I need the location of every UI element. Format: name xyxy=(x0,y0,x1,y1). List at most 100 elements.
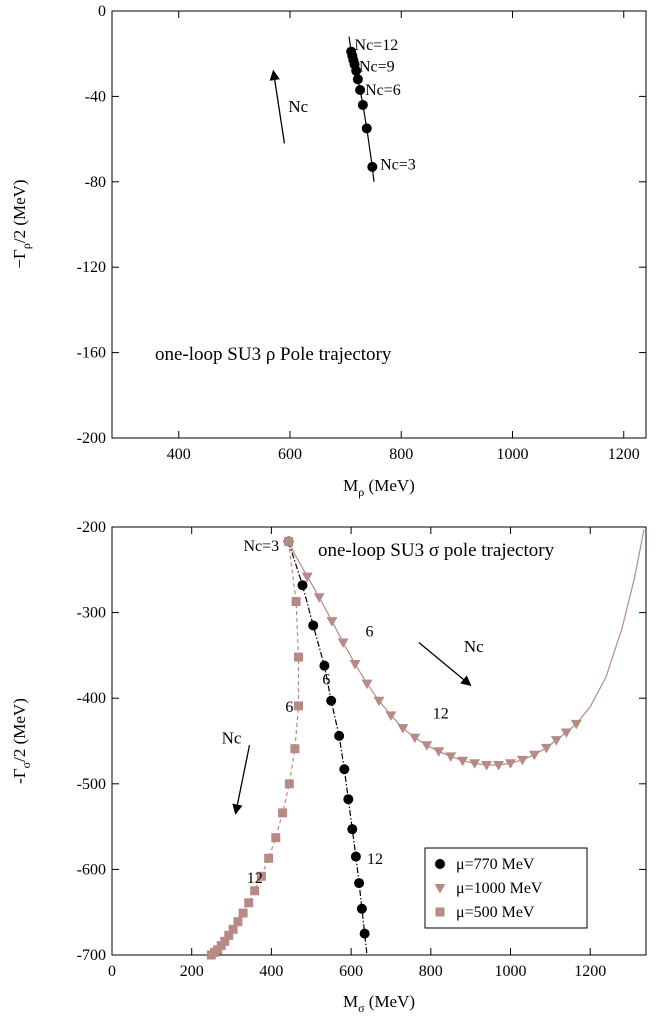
y-tick-label: -600 xyxy=(77,861,106,878)
plot-frame xyxy=(111,526,647,956)
nc-label: 6 xyxy=(285,699,293,716)
data-point xyxy=(347,824,358,835)
legend-label: μ=770 MeV xyxy=(456,856,535,873)
series-points xyxy=(206,536,582,960)
data-point xyxy=(385,711,397,721)
x-axis-label: Mσ (MeV) xyxy=(343,992,415,1015)
data-point xyxy=(409,733,421,744)
data-point xyxy=(570,719,582,730)
data-point xyxy=(361,123,372,134)
data-point xyxy=(343,794,354,805)
data-point xyxy=(238,908,248,918)
nc-label: 12 xyxy=(433,706,449,723)
legend-box xyxy=(424,847,588,929)
plot-frame xyxy=(111,10,647,439)
point-labels: Nc=3 6 6 6 12 12 12 xyxy=(244,538,449,887)
nc-arrow-label: Nc xyxy=(288,97,308,116)
y-tick-label: -80 xyxy=(85,174,106,191)
data-point xyxy=(516,755,528,766)
x-tick-label: 800 xyxy=(419,963,443,980)
nc-arrow xyxy=(418,642,472,687)
nc-arrow-label: Nc xyxy=(464,637,484,656)
x-tick-label: 1000 xyxy=(497,446,529,463)
data-point xyxy=(457,756,469,767)
data-point xyxy=(349,659,361,670)
axis-ticks: 0 200 400 600 800 1000 1200 -200 -300 -400 -500 -60… xyxy=(77,519,646,980)
data-point xyxy=(421,741,433,751)
y-axis-label: -Γσ/2 (MeV) xyxy=(10,698,33,784)
data-point xyxy=(528,750,540,761)
chart-annotation: one-loop SU3 ρ Pole trajectory xyxy=(155,344,392,365)
data-point xyxy=(319,660,330,671)
y-tick-label: -500 xyxy=(77,776,106,793)
nc-label: Nc=3 xyxy=(380,157,416,174)
data-point xyxy=(271,833,281,843)
data-point xyxy=(354,878,365,889)
data-point xyxy=(469,759,481,769)
data-point xyxy=(326,695,337,706)
nc-arrow xyxy=(232,745,251,815)
nc-label: Nc=12 xyxy=(355,37,399,54)
nc-arrow xyxy=(269,69,286,144)
data-point xyxy=(250,886,260,896)
legend-label: μ=500 MeV xyxy=(456,904,535,921)
data-point xyxy=(284,537,294,547)
x-tick-label: 600 xyxy=(278,446,302,463)
nc-arrows: Nc xyxy=(269,69,309,144)
data-point xyxy=(505,759,517,769)
sigma-pole-chart: 0 200 400 600 800 1000 1200 -200 -300 -400 -500 -60… xyxy=(10,519,647,1015)
data-point xyxy=(308,620,319,631)
x-axis-label: Mρ (MeV) xyxy=(343,476,415,499)
data-point xyxy=(373,696,385,707)
nc-label: 6 xyxy=(322,671,330,688)
y-tick-label: -300 xyxy=(77,605,106,622)
x-tick-label: 1200 xyxy=(574,963,606,980)
nc-label: 6 xyxy=(365,623,373,640)
data-point xyxy=(284,779,294,789)
axis-ticks: 400 600 800 1000 1200 0 -40 -80 -120 -160 -200 xyxy=(77,3,646,463)
legend: μ=770 MeV μ=1000 MeV μ=500 MeV xyxy=(424,847,588,929)
legend-marker xyxy=(435,907,445,917)
data-point xyxy=(228,924,238,934)
nc-label: 12 xyxy=(367,851,383,868)
legend-label: μ=1000 MeV xyxy=(456,880,543,897)
data-point xyxy=(350,851,361,862)
y-tick-label: -160 xyxy=(77,345,106,362)
nc-label: Nc=3 xyxy=(244,538,280,555)
data-point xyxy=(334,730,345,741)
data-point xyxy=(294,701,304,711)
y-tick-label: -200 xyxy=(77,430,106,447)
data-point xyxy=(359,928,370,939)
data-point xyxy=(290,744,300,754)
y-tick-label: -400 xyxy=(77,690,106,707)
data-point xyxy=(355,84,366,95)
legend-marker xyxy=(435,859,445,869)
x-tick-label: 1000 xyxy=(495,963,527,980)
data-point xyxy=(361,679,373,690)
data-point xyxy=(356,903,367,914)
y-tick-label: -120 xyxy=(77,259,106,276)
x-tick-label: 400 xyxy=(259,963,283,980)
rho-pole-chart: 400 600 800 1000 1200 0 -40 -80 -120 -160 -200 Nc=… xyxy=(10,3,647,499)
data-point xyxy=(244,898,254,908)
y-tick-label: -700 xyxy=(77,947,106,964)
data-point xyxy=(233,917,243,927)
point-labels: Nc=12 Nc=9 Nc=6 Nc=3 xyxy=(355,37,416,174)
data-point xyxy=(367,161,378,172)
nc-label: Nc=9 xyxy=(359,59,395,76)
data-point xyxy=(550,736,562,746)
x-tick-label: 800 xyxy=(389,446,413,463)
legend-marker xyxy=(434,884,446,894)
data-point xyxy=(206,950,216,960)
data-point xyxy=(301,572,313,583)
data-point xyxy=(397,724,409,734)
data-point xyxy=(481,760,493,771)
data-point xyxy=(433,747,445,757)
data-point xyxy=(313,593,325,603)
data-point xyxy=(326,617,338,627)
data-point xyxy=(346,46,357,57)
x-tick-label: 200 xyxy=(180,963,204,980)
nc-label: Nc=6 xyxy=(365,82,401,99)
data-point xyxy=(294,652,304,662)
